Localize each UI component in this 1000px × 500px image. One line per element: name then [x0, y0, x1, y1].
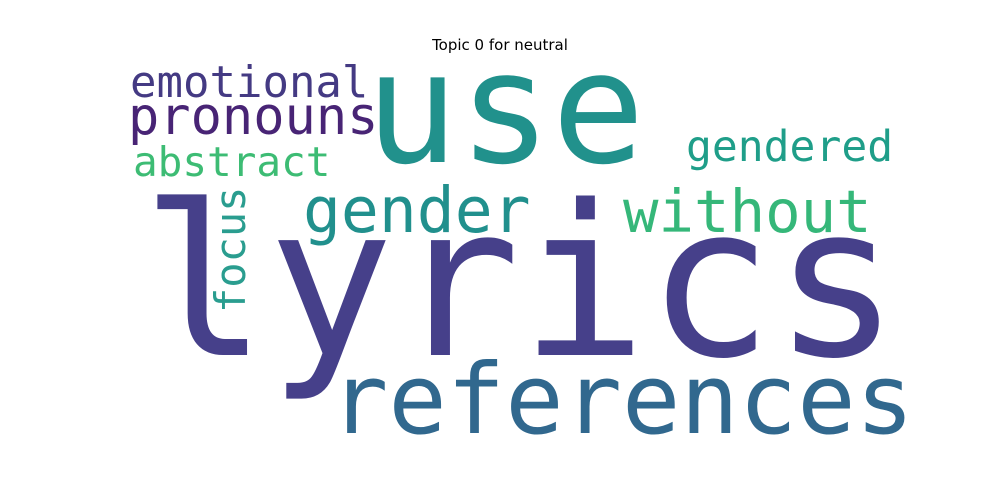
word-gender: gender	[303, 174, 531, 247]
word-lyrics: lyrics	[141, 160, 900, 405]
word-without: without	[623, 177, 872, 246]
word-gendered: gendered	[686, 122, 893, 172]
word-emotional: emotional	[130, 57, 368, 108]
chart-title: Topic 0 for neutral	[432, 36, 568, 54]
word-use: use	[365, 18, 645, 199]
word-pronouns: pronouns	[128, 87, 378, 147]
word-focus: focus	[206, 187, 255, 313]
word-references: references	[330, 343, 914, 456]
word-abstract: abstract	[133, 138, 330, 186]
